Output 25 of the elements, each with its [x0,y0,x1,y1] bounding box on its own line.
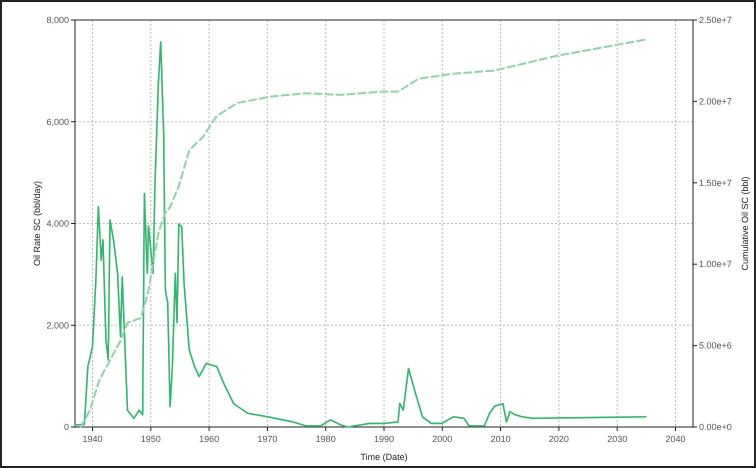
x-axis-title: Time (Date) [360,452,408,462]
x-tick-label: 2000 [432,434,452,444]
y-tick-label: 6,000 [46,116,69,127]
x-tick-label: 1940 [82,434,103,444]
x-tick-label: 2010 [490,434,511,444]
y2-tick-label: 0.00e+0 [699,422,732,432]
y-tick-label: 0 [64,422,69,432]
y-tick-label: 8,000 [46,15,69,25]
y2-tick-label: 1.00e+7 [699,259,732,270]
y2-tick-label: 2.00e+7 [699,96,732,106]
x-tick-label: 1960 [199,434,220,444]
x-tick-label: 1980 [316,434,336,444]
x-tick-label: 2030 [607,434,628,444]
y2-tick-label: 2.50e+7 [699,15,732,25]
y2-axis-title: Cumulative Oil SC (bbl) [740,176,750,271]
y-tick-label: 2,000 [46,320,69,330]
x-tick-label: 1970 [257,434,278,444]
y-axis-title: Oil Rate SC (bbl/day) [32,180,42,266]
y2-tick-label: 5.00e+6 [699,340,732,351]
y-tick-label: 4,000 [46,218,69,228]
y2-tick-label: 1.50e+7 [699,178,732,188]
x-tick-label: 1990 [374,434,394,444]
x-tick-label: 1950 [140,434,161,444]
x-tick-label: 2040 [665,434,686,444]
x-tick-label: 2020 [548,434,569,444]
